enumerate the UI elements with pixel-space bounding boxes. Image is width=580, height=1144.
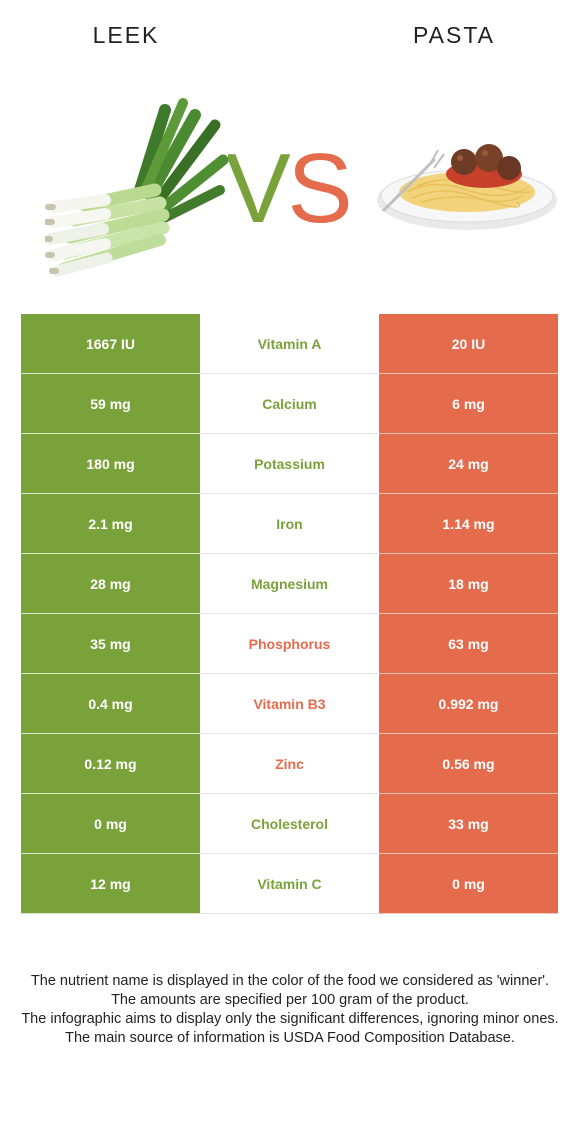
footnote-source: The main source of information is USDA F… — [65, 1030, 515, 1046]
pasta-value: 63 mg — [379, 614, 558, 674]
vs-label: V S — [228, 140, 350, 230]
pasta-value: 20 IU — [379, 314, 558, 374]
nutrient-name: Vitamin A — [200, 314, 379, 374]
vs-v-letter: V — [228, 140, 291, 230]
leek-value: 0 mg — [21, 794, 200, 854]
nutrient-name: Magnesium — [200, 554, 379, 614]
leek-value: 59 mg — [21, 374, 200, 434]
nutrient-name: Vitamin C — [200, 854, 379, 914]
leek-image — [45, 98, 229, 277]
pasta-value: 33 mg — [379, 794, 558, 854]
leek-value: 0.12 mg — [21, 734, 200, 794]
table-row: 59 mg Calcium 6 mg — [21, 374, 558, 434]
nutrient-name: Potassium — [200, 434, 379, 494]
nutrient-name: Phosphorus — [200, 614, 379, 674]
pasta-value: 18 mg — [379, 554, 558, 614]
table-row: 1667 IU Vitamin A 20 IU — [21, 314, 558, 374]
leek-value: 12 mg — [21, 854, 200, 914]
nutrient-name: Cholesterol — [200, 794, 379, 854]
table-row: 2.1 mg Iron 1.14 mg — [21, 494, 558, 554]
leek-value: 1667 IU — [21, 314, 200, 374]
nutrient-name: Calcium — [200, 374, 379, 434]
pasta-value: 1.14 mg — [379, 494, 558, 554]
table-row: 0.4 mg Vitamin B3 0.992 mg — [21, 674, 558, 734]
footnote-significant-differences: The infographic aims to display only the… — [21, 1011, 559, 1027]
vs-s-letter: S — [287, 140, 350, 230]
leek-value: 35 mg — [21, 614, 200, 674]
leek-title: LEEK — [92, 22, 160, 48]
leek-value: 28 mg — [21, 554, 200, 614]
pasta-image — [377, 144, 557, 230]
footnote-winner-color: The nutrient name is displayed in the co… — [30, 973, 550, 989]
nutrient-comparison-table: 1667 IU Vitamin A 20 IU 59 mg Calcium 6 mg 180… — [21, 314, 558, 914]
table-row: 180 mg Potassium 24 mg — [21, 434, 558, 494]
pasta-value: 0 mg — [379, 854, 558, 914]
pasta-value: 6 mg — [379, 374, 558, 434]
table-row: 0 mg Cholesterol 33 mg — [21, 794, 558, 854]
nutrient-name: Iron — [200, 494, 379, 554]
leek-value: 0.4 mg — [21, 674, 200, 734]
footnotes: The nutrient name is displayed in the co… — [18, 972, 562, 1048]
leek-value: 2.1 mg — [21, 494, 200, 554]
nutrient-name: Zinc — [200, 734, 379, 794]
leek-value: 180 mg — [21, 434, 200, 494]
table-row: 28 mg Magnesium 18 mg — [21, 554, 558, 614]
pasta-title: PASTA — [413, 22, 495, 48]
pasta-value: 0.992 mg — [379, 674, 558, 734]
table-row: 0.12 mg Zinc 0.56 mg — [21, 734, 558, 794]
nutrient-name: Vitamin B3 — [200, 674, 379, 734]
footnote-amounts: The amounts are specified per 100 gram o… — [111, 992, 469, 1008]
pasta-value: 24 mg — [379, 434, 558, 494]
table-row: 35 mg Phosphorus 63 mg — [21, 614, 558, 674]
pasta-value: 0.56 mg — [379, 734, 558, 794]
